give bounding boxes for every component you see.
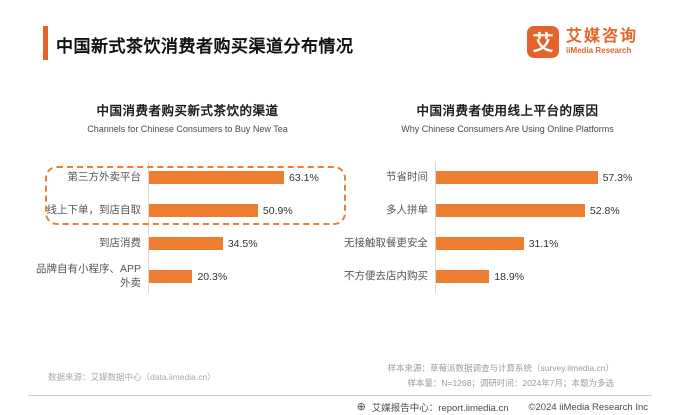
bar-track: 18.9% (435, 260, 665, 293)
bar-track: 31.1% (435, 227, 665, 260)
bar-category-label: 线上下单，到店自取 (46, 203, 142, 216)
footer: ⊕ 艾媒报告中心：report.iimedia.cn ©2024 iiMedia… (357, 400, 648, 414)
bar-row: 无接触取餐更安全 31.1% (344, 227, 665, 260)
bar-category-label: 无接触取餐更安全 (344, 236, 428, 249)
bar (436, 204, 585, 217)
bar-value-label: 34.5% (227, 237, 258, 250)
bar-category-label: 节省时间 (386, 170, 428, 183)
title-accent-bar (43, 26, 48, 60)
bar-row: 第三方外卖平台 63.1% (30, 161, 345, 194)
logo-name-zh: 艾媒咨询 (566, 28, 639, 46)
bar-track: 52.8% (435, 194, 665, 227)
iimedia-logo-icon: 艾 (527, 26, 559, 58)
bar-track: 20.3% (148, 260, 345, 293)
bar-row: 多人拼单 52.8% (350, 194, 665, 227)
chart-purchase-channels: 中国消费者购买新式茶饮的渠道 Channels for Chinese Cons… (30, 100, 345, 293)
bar (436, 270, 490, 283)
bar-category-label: 不方便去店内购买 (344, 269, 428, 282)
bar-row: 品牌自有小程序、APP外卖 20.3% (30, 260, 345, 293)
bar (149, 204, 258, 217)
chart-title-en: Channels for Chinese Consumers to Buy Ne… (87, 124, 288, 134)
bar-category-label: 品牌自有小程序、APP外卖 (35, 263, 141, 289)
bar-value-label: 20.3% (197, 270, 228, 283)
bar (149, 237, 223, 250)
chart-title-zh: 中国消费者使用线上平台的原因 (416, 104, 599, 118)
bar (149, 270, 193, 283)
bar-row: 到店消费 34.5% (30, 227, 345, 260)
bar-value-label: 50.9% (262, 204, 293, 217)
data-source-note: 数据来源：艾媒数据中心（data.iimedia.cn） (48, 372, 216, 382)
bar-value-label: 52.8% (589, 204, 620, 217)
bar-value-label: 18.9% (494, 270, 525, 283)
bar-track: 57.3% (435, 161, 665, 194)
bar (436, 171, 598, 184)
highlight-dashed-box (45, 166, 346, 225)
bar-category-label: 到店消费 (99, 236, 141, 249)
bar-track: 63.1% (148, 161, 345, 194)
bar-value-label: 31.1% (528, 237, 559, 250)
sample-source-note: 样本来源：草莓派数据调查与计算系统（survey.iimedia.cn） (387, 363, 614, 373)
footer-divider (28, 395, 652, 396)
chart-online-platform-reasons: 中国消费者使用线上平台的原因 Why Chinese Consumers Are… (344, 100, 665, 293)
bar-row: 节省时间 57.3% (350, 161, 665, 194)
page-title: 中国新式茶饮消费者购买渠道分布情况 (56, 37, 354, 56)
bar-category-label: 多人拼单 (386, 203, 428, 216)
copyright-text: ©2024 iiMedia Research Inc (528, 401, 648, 413)
bar-track: 50.9% (148, 194, 345, 227)
report-center-link[interactable]: 艾媒报告中心：report.iimedia.cn (371, 403, 509, 414)
bar-category-label: 第三方外卖平台 (67, 170, 142, 183)
bar-row: 线上下单，到店自取 50.9% (30, 194, 345, 227)
bar (149, 171, 285, 184)
bar-track: 34.5% (148, 227, 345, 260)
sample-info-note: 样本量：N=1268；调研时间：2024年7月；本题为多选 (407, 378, 614, 388)
iimedia-logo: 艾 艾媒咨询 iiMedia Research (527, 26, 638, 58)
bar-value-label: 57.3% (602, 171, 633, 184)
bar (436, 237, 524, 250)
globe-icon: ⊕ (356, 400, 366, 413)
bar-rows: 第三方外卖平台 63.1% 线上下单，到店自取 50.9% 到店消费 34.5% 品牌自有小… (30, 161, 345, 293)
chart-title-en: Why Chinese Consumers Are Using Online P… (401, 124, 614, 134)
iimedia-logo-text: 艾媒咨询 iiMedia Research (566, 28, 638, 55)
bar-rows: 节省时间 57.3% 多人拼单 52.8% 无接触取餐更安全 31.1% 不方便去店内购买 1… (344, 161, 665, 293)
bar-value-label: 63.1% (289, 171, 319, 184)
bar-row: 不方便去店内购买 18.9% (344, 260, 665, 293)
chart-title-zh: 中国消费者购买新式茶饮的渠道 (96, 104, 279, 118)
logo-name-en: iiMedia Research (566, 46, 632, 55)
